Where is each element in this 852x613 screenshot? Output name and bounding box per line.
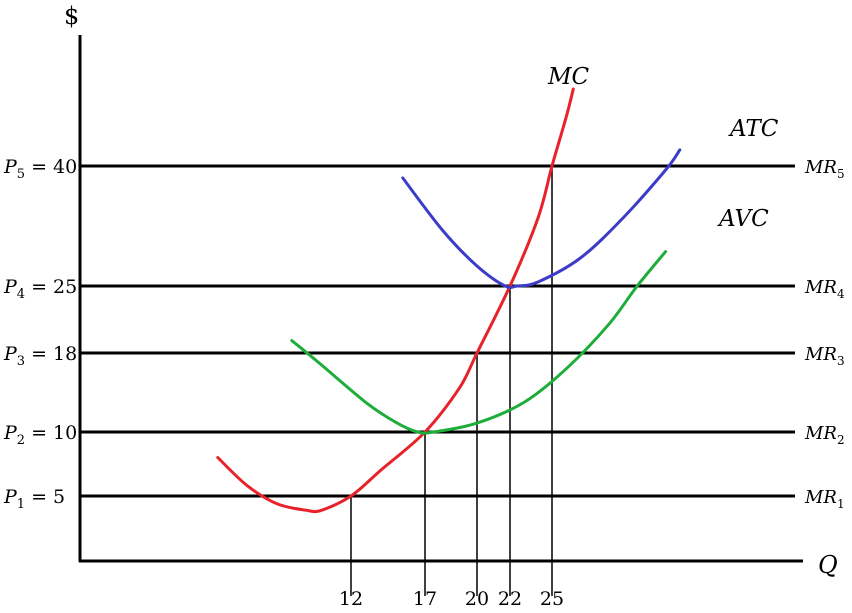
price-label: P3 = 18 [3, 343, 77, 369]
y-axis-label: $ [64, 2, 79, 30]
price-label: P4 = 25 [3, 276, 77, 302]
mr-label: MR5 [804, 157, 845, 181]
mr-label: MR1 [804, 487, 845, 511]
price-label: P1 = 5 [3, 486, 65, 512]
mr-label: MR2 [804, 423, 845, 447]
atc-label: ATC [728, 116, 779, 142]
avc-label: AVC [717, 206, 769, 232]
avc-curve [290, 250, 668, 435]
x-tick-label: 12 [339, 588, 363, 610]
mc-curve [216, 87, 575, 514]
x-tick-label: 20 [465, 588, 489, 610]
x-tick-label: 25 [540, 588, 564, 610]
price-label: P5 = 40 [3, 156, 77, 182]
mr-label: MR4 [804, 277, 845, 301]
x-tick-label: 22 [498, 588, 522, 610]
mc-label: MC [547, 64, 590, 90]
mr-label: MR3 [804, 344, 845, 368]
atc-curve [401, 148, 682, 290]
price-label: P2 = 10 [3, 422, 77, 448]
x-axis-label: Q [818, 551, 838, 579]
x-tick-label: 17 [413, 588, 437, 610]
